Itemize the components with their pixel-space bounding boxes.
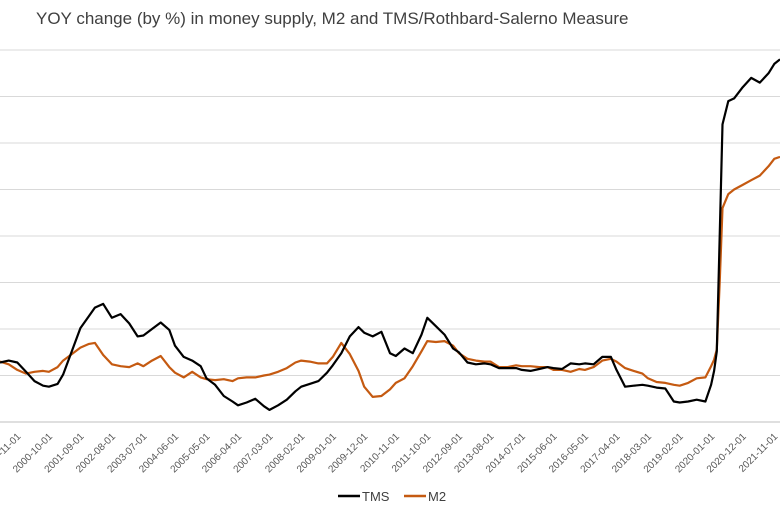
legend-label-m2: M2 [428, 489, 446, 504]
legend: TMS M2 [338, 489, 446, 504]
series-line-m2 [0, 155, 780, 398]
series-layer [0, 58, 780, 411]
x-axis-ticks: 1999-11-012000-10-012001-09-012002-08-01… [0, 431, 780, 475]
chart-title: YOY change (by %) in money supply, M2 an… [36, 9, 629, 28]
legend-label-tms: TMS [362, 489, 390, 504]
gridlines [0, 49, 780, 423]
series-line-tms [0, 58, 780, 411]
